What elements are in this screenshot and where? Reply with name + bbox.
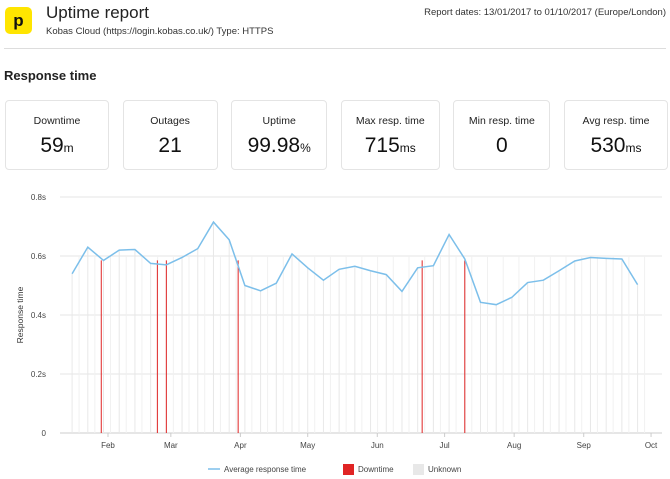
x-tick-label: Feb	[101, 441, 115, 450]
legend-downtime: Downtime	[358, 465, 394, 474]
stat-card-downtime: Downtime 59m	[5, 100, 109, 170]
stat-card-avg-resp-time: Avg resp. time 530ms	[563, 100, 668, 170]
y-tick-label: 0	[42, 429, 47, 438]
x-tick-label: Jul	[439, 441, 449, 450]
stat-unit: ms	[625, 141, 642, 155]
stat-card-outages: Outages 21	[122, 100, 218, 170]
stat-value: 0	[496, 134, 508, 157]
logo: p	[5, 7, 32, 34]
legend-downtime-icon	[343, 464, 354, 475]
legend-average: Average response time	[224, 465, 307, 474]
stats-cards: Downtime 59m Outages 21 Uptime 99.98% Max resp…	[5, 100, 668, 170]
monitor-info: Kobas Cloud (https://login.kobas.co.uk/)…	[46, 26, 274, 37]
x-tick-label: Sep	[577, 441, 592, 450]
y-tick-label: 0.6s	[31, 252, 46, 261]
x-tick-label: Apr	[234, 441, 247, 450]
stat-label: Min resp. time	[468, 115, 535, 127]
section-title: Response time	[4, 68, 97, 83]
stat-label: Max resp. time	[355, 115, 425, 127]
stat-value: 59m	[40, 134, 74, 157]
y-tick-label: 0.4s	[31, 311, 46, 320]
stat-unit: %	[300, 141, 311, 155]
legend-unknown: Unknown	[428, 465, 461, 474]
report-dates: Report dates: 13/01/2017 to 01/10/2017 (…	[424, 7, 666, 18]
stat-card-uptime: Uptime 99.98%	[231, 100, 328, 170]
x-tick-label: Oct	[645, 441, 658, 450]
y-axis-label: Response time	[15, 286, 25, 343]
x-tick-label: May	[300, 441, 315, 450]
stat-label: Downtime	[33, 115, 81, 127]
stat-unit: m	[63, 141, 74, 155]
stat-value: 21	[158, 134, 182, 157]
response-time-chart: 0 0.2s 0.4s 0.6s 0.8s Response time Feb Mar Apr M…	[15, 193, 662, 475]
y-tick-label: 0.2s	[31, 370, 46, 379]
stat-label: Avg resp. time	[582, 115, 650, 127]
stat-value: 530ms	[590, 134, 642, 157]
divider	[4, 48, 666, 49]
page-title: Uptime report	[46, 3, 149, 22]
stat-label: Outages	[150, 115, 190, 127]
stat-value: 99.98%	[247, 134, 311, 157]
y-tick-label: 0.8s	[31, 193, 46, 202]
x-tick-label: Aug	[507, 441, 521, 450]
stat-card-min-resp-time: Min resp. time 0	[453, 100, 551, 170]
x-tick-label: Jun	[371, 441, 384, 450]
stat-label: Uptime	[262, 115, 296, 127]
stat-value: 715ms	[364, 134, 416, 157]
stat-unit: ms	[399, 141, 416, 155]
legend-unknown-icon	[413, 464, 424, 475]
stat-card-max-resp-time: Max resp. time 715ms	[340, 100, 440, 170]
x-tick-label: Mar	[164, 441, 178, 450]
